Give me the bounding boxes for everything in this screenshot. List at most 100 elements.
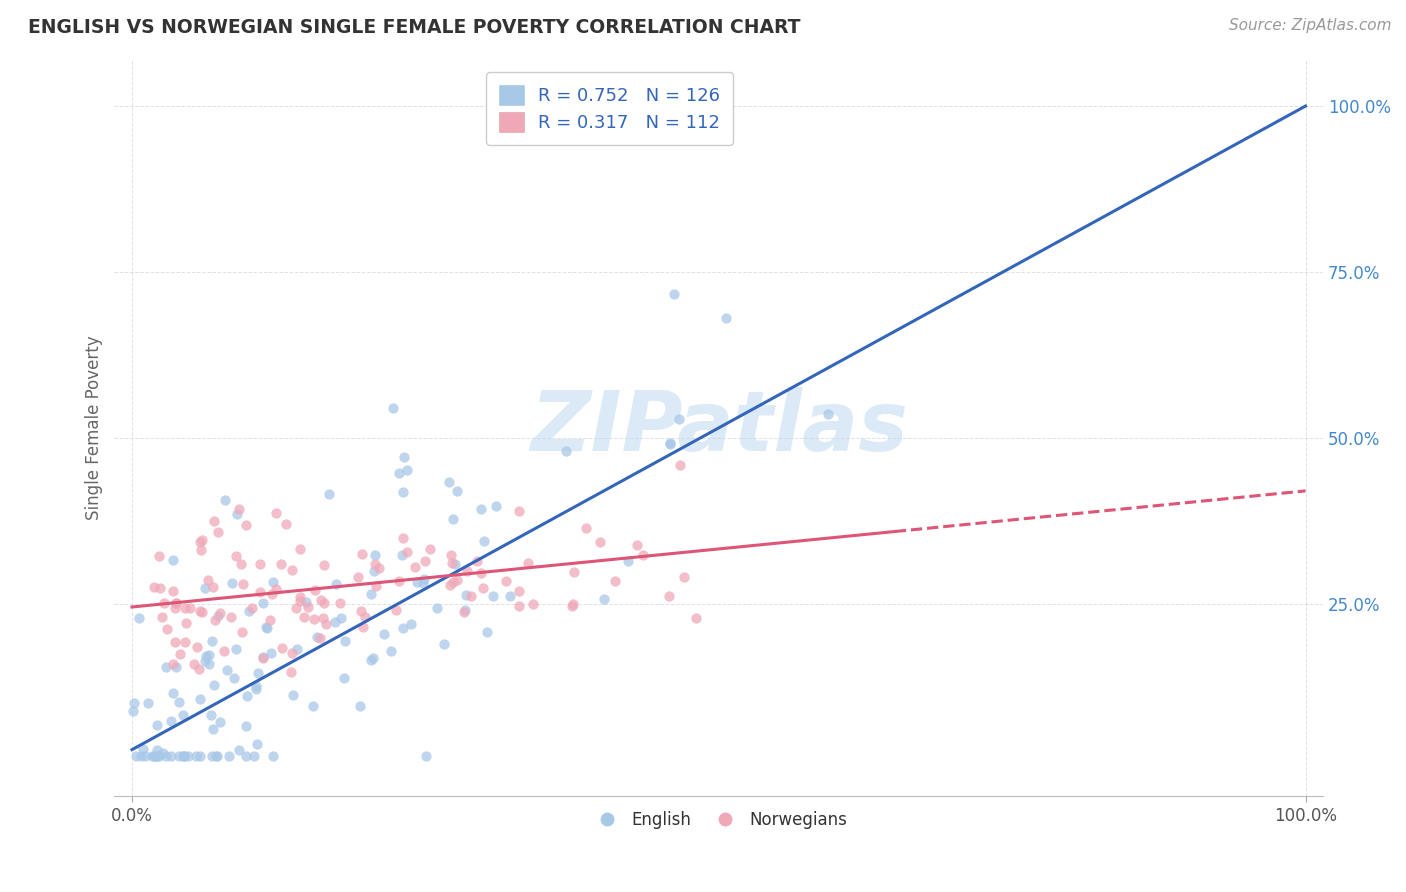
Point <box>143 749 166 764</box>
Point <box>508 599 530 614</box>
Point <box>252 596 274 610</box>
Point <box>256 621 278 635</box>
Point <box>290 542 312 557</box>
Point <box>589 534 612 549</box>
Point <box>249 585 271 599</box>
Point <box>201 634 224 648</box>
Point <box>669 458 692 472</box>
Point <box>219 610 242 624</box>
Text: ZIPatlas: ZIPatlas <box>530 387 908 468</box>
Point <box>399 617 422 632</box>
Point <box>243 749 266 764</box>
Point <box>280 665 302 679</box>
Point <box>228 501 250 516</box>
Point <box>616 554 638 568</box>
Point <box>270 557 292 571</box>
Point <box>215 664 238 678</box>
Point <box>240 601 263 615</box>
Point <box>301 698 323 713</box>
Point <box>626 538 648 552</box>
Point <box>231 624 253 639</box>
Point <box>554 444 576 458</box>
Point <box>165 600 187 615</box>
Point <box>404 559 426 574</box>
Point <box>235 749 257 764</box>
Point <box>221 575 243 590</box>
Point <box>179 600 201 615</box>
Point <box>415 554 437 568</box>
Point <box>146 718 169 732</box>
Point <box>200 708 222 723</box>
Point <box>368 561 391 575</box>
Point <box>561 599 583 614</box>
Point <box>174 634 197 648</box>
Point <box>603 574 626 589</box>
Point <box>304 583 326 598</box>
Point <box>309 631 332 645</box>
Point <box>288 590 311 604</box>
Point <box>426 601 449 615</box>
Point <box>207 608 229 623</box>
Point <box>350 547 373 561</box>
Point <box>172 707 194 722</box>
Point <box>169 647 191 661</box>
Point <box>440 556 463 570</box>
Point <box>392 621 415 635</box>
Point <box>415 749 437 764</box>
Point <box>485 499 508 513</box>
Point <box>190 605 212 619</box>
Point <box>412 576 434 591</box>
Point <box>155 660 177 674</box>
Point <box>125 749 148 764</box>
Point <box>281 688 304 702</box>
Point <box>499 589 522 603</box>
Point <box>325 576 347 591</box>
Point <box>325 615 347 629</box>
Point <box>465 554 488 568</box>
Point <box>329 610 352 624</box>
Point <box>262 575 284 590</box>
Point <box>173 749 195 764</box>
Point <box>392 450 415 465</box>
Point <box>198 657 221 671</box>
Point <box>184 749 207 764</box>
Point <box>437 475 460 489</box>
Point <box>668 412 690 426</box>
Point <box>194 581 217 595</box>
Point <box>245 681 267 696</box>
Point <box>441 575 464 590</box>
Point <box>347 570 370 584</box>
Y-axis label: Single Female Poverty: Single Female Poverty <box>86 335 103 520</box>
Point <box>474 533 496 548</box>
Point <box>194 648 217 663</box>
Point <box>475 624 498 639</box>
Point <box>456 564 478 578</box>
Point <box>354 610 377 624</box>
Point <box>254 620 277 634</box>
Point <box>235 719 257 733</box>
Point <box>169 749 191 764</box>
Point <box>225 549 247 563</box>
Point <box>228 743 250 757</box>
Point <box>165 596 187 610</box>
Point <box>271 640 294 655</box>
Point <box>229 557 252 571</box>
Point <box>262 749 284 764</box>
Point <box>472 581 495 595</box>
Point <box>260 646 283 660</box>
Point <box>131 741 153 756</box>
Point <box>201 749 224 764</box>
Point <box>396 545 419 559</box>
Point <box>495 574 517 588</box>
Point <box>207 524 229 539</box>
Point <box>443 557 465 571</box>
Point <box>315 616 337 631</box>
Point <box>259 613 281 627</box>
Point <box>574 521 596 535</box>
Point <box>190 543 212 558</box>
Point <box>252 651 274 665</box>
Point <box>382 401 405 415</box>
Point <box>364 578 387 592</box>
Point <box>156 622 179 636</box>
Point <box>391 485 413 500</box>
